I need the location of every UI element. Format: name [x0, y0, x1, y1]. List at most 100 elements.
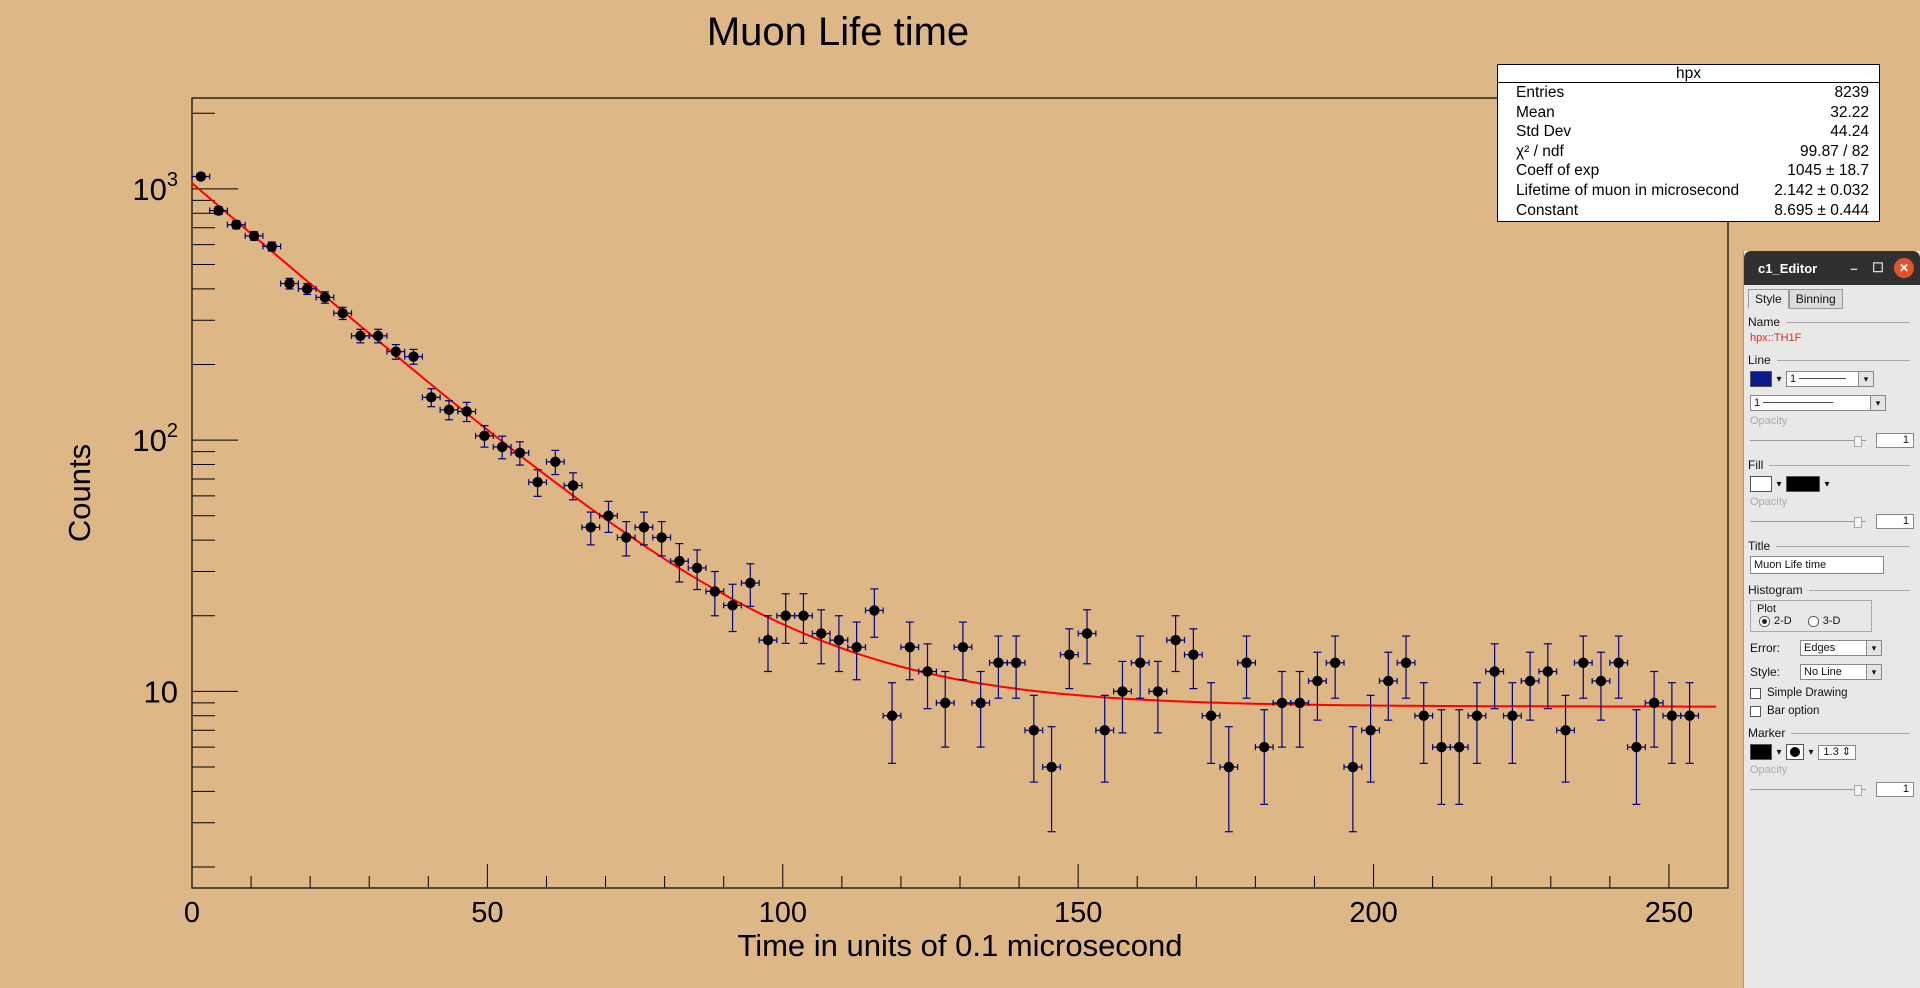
simple-drawing-checkbox[interactable]: [1750, 687, 1761, 699]
marker: [1028, 725, 1040, 736]
data-point: [953, 621, 973, 681]
data-point: [1237, 635, 1256, 699]
fill-opacity-slider[interactable]: [1750, 516, 1866, 528]
data-point: [687, 549, 707, 591]
marker: [355, 330, 366, 342]
marker-section-label: Marker: [1748, 726, 1786, 740]
data-point: [1077, 609, 1097, 665]
data-point: [723, 583, 743, 633]
y-tick-base: 10: [144, 674, 178, 709]
plot-3d-label: 3-D: [1822, 615, 1841, 627]
data-point: [1573, 635, 1593, 699]
marker-style-button[interactable]: [1786, 744, 1804, 760]
error-select[interactable]: Edges ▾: [1800, 640, 1882, 656]
marker: [1170, 634, 1181, 646]
marker-circle-icon: [1790, 747, 1800, 757]
marker-color-swatch[interactable]: [1750, 744, 1772, 760]
style-select[interactable]: No Line ▾: [1800, 664, 1882, 680]
close-button[interactable]: ✕: [1894, 258, 1914, 278]
marker-opacity-value[interactable]: 1: [1876, 781, 1914, 797]
maximize-button[interactable]: ☐: [1872, 260, 1884, 275]
data-point: [847, 621, 867, 681]
marker-style-dropdown-icon[interactable]: ▾: [1808, 746, 1814, 758]
fill-color-dropdown-icon[interactable]: ▾: [1776, 478, 1782, 490]
stats-label: Constant: [1516, 201, 1579, 219]
title-input[interactable]: Muon Life time: [1750, 556, 1884, 574]
y-tick-label: 102: [132, 420, 178, 458]
data-point: [1680, 682, 1700, 764]
marker: [1117, 686, 1128, 697]
fill-opacity-value[interactable]: 1: [1876, 513, 1914, 529]
data-point: [581, 511, 601, 546]
line-style-select[interactable]: 1 ───────── ▾: [1750, 395, 1886, 411]
marker: [904, 641, 915, 653]
marker: [1064, 649, 1075, 660]
data-point: [1254, 709, 1274, 805]
marker-opacity-label: Opacity: [1750, 764, 1788, 776]
marker: [1666, 710, 1678, 721]
marker: [550, 456, 561, 467]
marker: [1418, 710, 1429, 721]
editor-titlebar[interactable]: c1_Editor – ☐ ✕: [1744, 251, 1920, 285]
data-point: [634, 511, 654, 546]
marker: [1152, 686, 1164, 697]
data-point: [262, 241, 282, 252]
minimize-button[interactable]: –: [1850, 260, 1858, 276]
tab-binning[interactable]: Binning: [1788, 289, 1843, 309]
data-point: [1166, 615, 1186, 673]
stats-value: 99.87 / 82: [1800, 142, 1869, 160]
marker: [815, 628, 827, 639]
x-axis-label: Time in units of 0.1 microsecond: [737, 928, 1182, 963]
line-color-dropdown-icon[interactable]: ▾: [1776, 373, 1782, 385]
tab-style[interactable]: Style: [1748, 289, 1789, 309]
data-point: [1644, 670, 1664, 748]
error-label: Error:: [1750, 641, 1780, 655]
marker: [408, 351, 419, 362]
marker: [656, 532, 667, 543]
stats-row: χ² / ndf 99.87 / 82: [1498, 142, 1879, 162]
line-opacity-slider[interactable]: [1750, 435, 1866, 447]
x-axis: 0 50 100 150 200 250: [184, 864, 1729, 929]
plot-2d-label: 2-D: [1774, 615, 1792, 627]
marker: [1613, 657, 1624, 668]
data-point: [1307, 651, 1327, 721]
data-point: [191, 171, 211, 182]
stats-box[interactable]: hpx Entries 8239 Mean 32.22 Std Dev 44.24 χ² /…: [1497, 64, 1880, 222]
marker: [780, 610, 791, 621]
marker: [727, 600, 738, 611]
data-point: [1485, 643, 1505, 710]
marker: [372, 330, 384, 342]
data-point: [1361, 694, 1381, 783]
data-point: [793, 593, 813, 644]
marker: [443, 404, 455, 416]
fill-color-swatch[interactable]: [1750, 476, 1772, 492]
bar-option-label: Bar option: [1767, 705, 1820, 717]
plot-2d-radio[interactable]: [1759, 615, 1770, 627]
line-opacity-value[interactable]: 1: [1876, 432, 1914, 448]
stats-value: 1045 ± 18.7: [1787, 162, 1869, 180]
marker-color-dropdown-icon[interactable]: ▾: [1776, 746, 1782, 758]
marker: [1560, 725, 1571, 736]
plot-3d-radio[interactable]: [1807, 615, 1819, 627]
histogram-section-label: Histogram: [1748, 583, 1803, 597]
data-point: [1183, 628, 1203, 690]
stats-row: Mean 32.22: [1498, 103, 1879, 123]
marker: [957, 641, 969, 653]
data-point: [740, 563, 760, 607]
data-point: [510, 441, 530, 466]
marker: [266, 241, 277, 252]
data-point: [297, 282, 317, 296]
marker: [745, 577, 756, 589]
bar-option-checkbox[interactable]: [1750, 705, 1761, 717]
editor-panel[interactable]: c1_Editor – ☐ ✕ Style Binning Name hpx::…: [1743, 251, 1920, 988]
y-tick-exponent: 2: [167, 420, 178, 442]
marker: [798, 610, 809, 621]
fill-pattern-dropdown-icon[interactable]: ▾: [1824, 478, 1830, 490]
fill-pattern-swatch[interactable]: [1786, 476, 1820, 492]
marker: [514, 447, 526, 459]
marker-opacity-slider[interactable]: [1750, 784, 1866, 796]
line-color-swatch[interactable]: [1750, 371, 1772, 387]
marker-size-spinner[interactable]: 1.3 ⇕: [1818, 744, 1856, 760]
data-point: [758, 615, 778, 673]
line-width-select[interactable]: 1 ────── ▾: [1786, 371, 1874, 387]
